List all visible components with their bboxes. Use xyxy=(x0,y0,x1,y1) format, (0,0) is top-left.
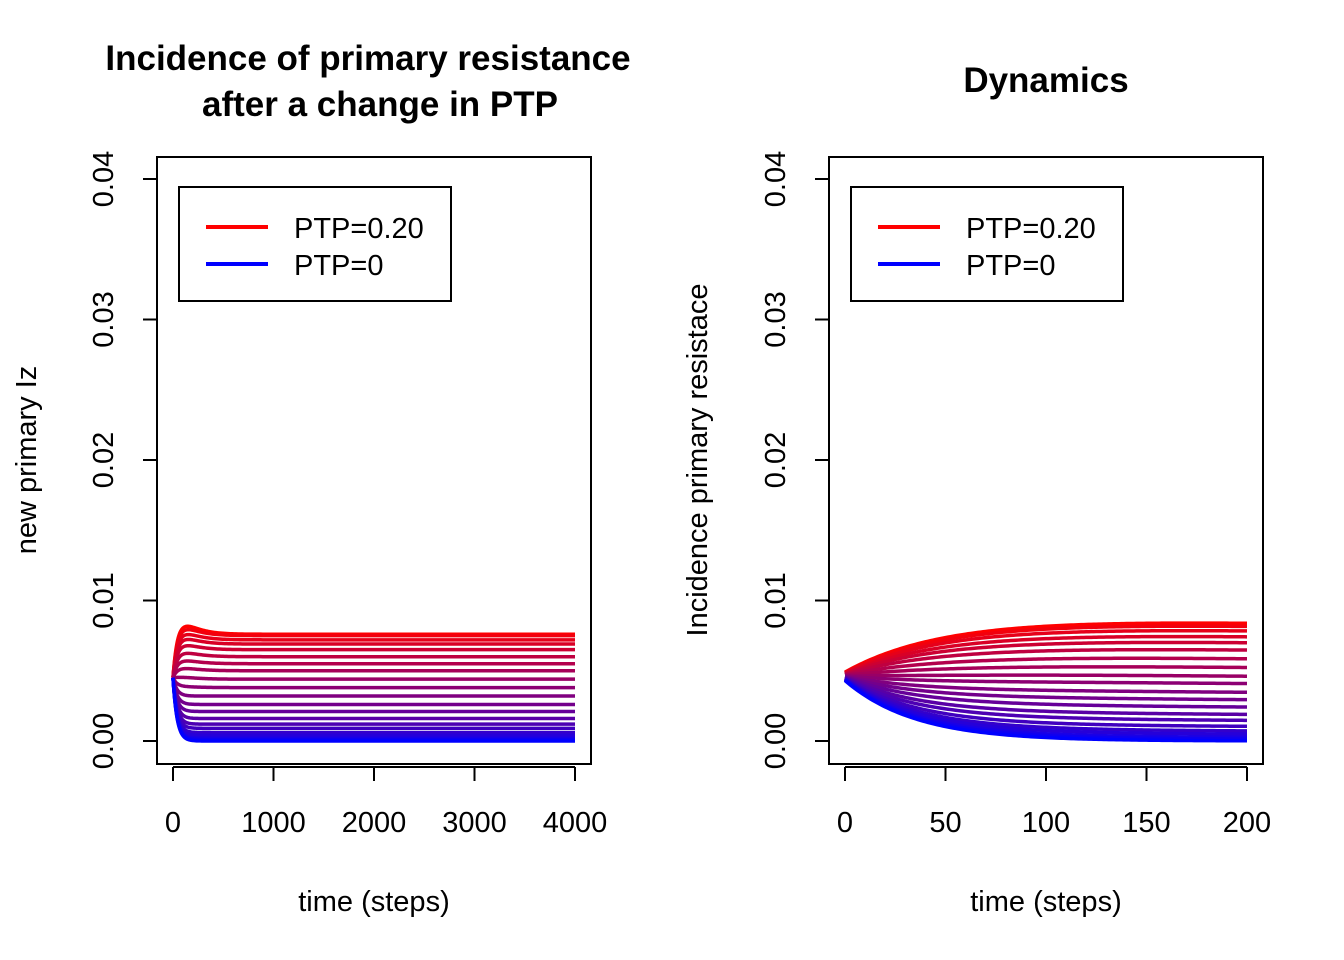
series-line-ptp-6 xyxy=(171,659,575,680)
right-legend-box xyxy=(850,186,1124,302)
series-line-ptp-20 xyxy=(843,679,1248,743)
series-line-ptp-9 xyxy=(844,674,1248,686)
series-line-ptp-4 xyxy=(171,643,575,680)
x-tick-label: 0 xyxy=(165,807,181,839)
right-x-axis: 0 50 100 150 200 xyxy=(837,766,1271,839)
series-line-ptp-14 xyxy=(844,676,1248,723)
x-tick-label: 100 xyxy=(1022,807,1070,839)
x-tick-label: 50 xyxy=(929,807,961,839)
y-tick-label: 0.02 xyxy=(760,432,792,488)
left-legend: PTP=0.20 PTP=0 xyxy=(178,186,452,302)
left-curve-group xyxy=(171,624,575,743)
y-tick-label: 0.03 xyxy=(88,291,120,347)
y-tick-label: 0.01 xyxy=(88,572,120,628)
right-curve-group xyxy=(843,621,1248,743)
series-line-ptp-9 xyxy=(171,676,575,690)
y-tick-label: 0.04 xyxy=(88,151,120,207)
series-line-ptp-8 xyxy=(844,673,1248,678)
x-tick-label: 1000 xyxy=(241,807,306,839)
series-line-ptp-15 xyxy=(844,676,1248,729)
right-legend-label-blue: PTP=0 xyxy=(966,250,1055,282)
series-line-ptp-17 xyxy=(843,677,1248,736)
right-legend: PTP=0.20 PTP=0 xyxy=(850,186,1124,302)
series-line-ptp-5 xyxy=(171,651,575,680)
series-line-ptp-2 xyxy=(844,628,1248,675)
series-line-ptp-11 xyxy=(844,675,1248,702)
x-tick-label: 200 xyxy=(1223,807,1271,839)
left-legend-label-red: PTP=0.20 xyxy=(294,213,424,245)
series-line-ptp-5 xyxy=(844,647,1248,676)
right-legend-label-red: PTP=0.20 xyxy=(966,213,1096,245)
y-tick-label: 0.02 xyxy=(88,432,120,488)
left-y-axis-label: new primary Iz xyxy=(11,366,43,555)
x-tick-label: 150 xyxy=(1122,807,1170,839)
right-y-axis-label: Incidence primary resistace xyxy=(682,284,714,637)
left-y-axis: 0.00 0.01 0.02 0.03 0.04 xyxy=(88,151,158,769)
series-line-ptp-3 xyxy=(171,637,575,680)
series-line-ptp-2 xyxy=(171,632,575,680)
right-chart-panel: Dynamics 0 50 100 150 200 0.000.010.020.030.… xyxy=(682,61,1271,918)
series-line-ptp-10 xyxy=(844,674,1248,695)
right-x-axis-label: time (steps) xyxy=(970,886,1121,918)
series-line-ptp-3 xyxy=(844,634,1248,676)
left-chart-title-line-2: after a change in PTP xyxy=(202,85,558,124)
x-tick-label: 4000 xyxy=(543,807,608,839)
series-line-ptp-10 xyxy=(171,676,575,698)
left-x-axis-label: time (steps) xyxy=(298,886,449,918)
series-line-ptp-20 xyxy=(171,676,575,743)
y-tick-label: 0.01 xyxy=(760,572,792,628)
series-line-ptp-13 xyxy=(844,676,1248,717)
x-tick-label: 3000 xyxy=(442,807,507,839)
left-legend-label-blue: PTP=0 xyxy=(294,250,383,282)
left-legend-box xyxy=(178,186,452,302)
series-line-ptp-11 xyxy=(171,676,575,707)
x-tick-label: 2000 xyxy=(342,807,407,839)
series-line-ptp-1 xyxy=(844,624,1248,675)
y-tick-label: 0.04 xyxy=(760,151,792,207)
series-line-ptp-4 xyxy=(844,640,1248,676)
right-y-axis: 0.00 0.01 0.02 0.03 0.04 xyxy=(760,151,830,769)
series-line-ptp-12 xyxy=(844,675,1248,709)
right-chart-title: Dynamics xyxy=(963,61,1128,100)
left-x-axis: 0 1000 2000 3000 4000 xyxy=(165,766,608,839)
series-line-ptp-16 xyxy=(844,677,1248,733)
left-chart-panel: Incidence of primary resistance after a … xyxy=(11,39,631,918)
x-tick-label: 0 xyxy=(837,807,853,839)
series-line-ptp-1 xyxy=(171,627,575,680)
y-tick-label: 0.03 xyxy=(760,291,792,347)
series-line-ptp-7 xyxy=(171,666,575,680)
series-line-ptp-8 xyxy=(171,675,575,681)
series-line-ptp-6 xyxy=(844,656,1248,677)
y-tick-label: 0.00 xyxy=(88,713,120,769)
y-tick-label: 0.00 xyxy=(760,713,792,769)
series-line-ptp-13 xyxy=(171,676,575,721)
left-chart-title-line-1: Incidence of primary resistance xyxy=(105,39,630,78)
series-line-ptp-12 xyxy=(171,676,575,714)
series-line-ptp-7 xyxy=(844,665,1248,677)
